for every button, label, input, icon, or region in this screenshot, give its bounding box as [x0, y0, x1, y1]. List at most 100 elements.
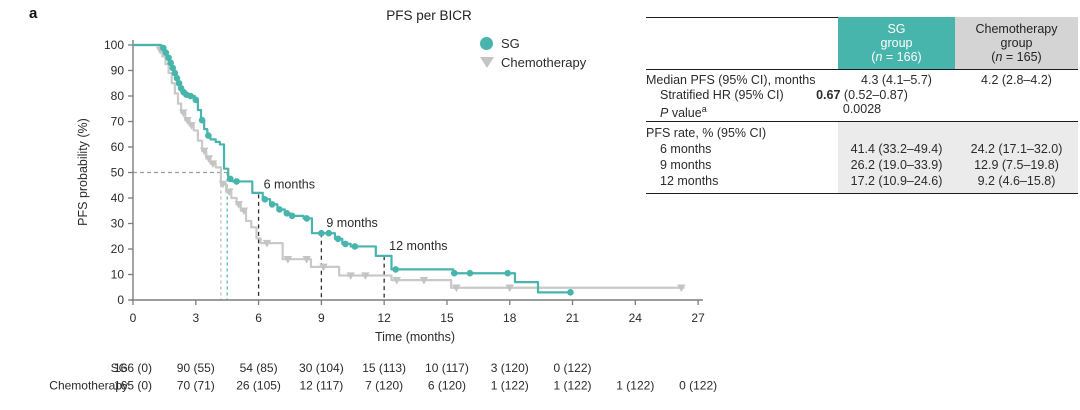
pfs-rate-12mo-chemo: 9.2 (4.6–15.8)	[977, 173, 1056, 188]
x-tick-label: 12	[377, 311, 391, 325]
sg-censor-mark	[173, 74, 181, 82]
x-tick-label: 18	[503, 311, 517, 325]
y-tick-label: 60	[111, 140, 125, 154]
sg-censor-mark	[334, 235, 342, 243]
p-value-label: P valuea	[660, 104, 707, 121]
chemotherapy-censor-mark	[505, 284, 514, 293]
sg-censor-mark	[175, 79, 183, 87]
at-risk-value: 1 (122)	[616, 379, 654, 393]
at-risk-row-label: SG	[111, 361, 128, 375]
sg-censor-mark	[165, 54, 172, 62]
sg-censor-mark	[504, 269, 511, 277]
sg-censor-mark	[169, 64, 177, 72]
sg-censor-mark	[288, 212, 296, 220]
pfs-rate-12mo-sg: 17.2 (10.9–24.6)	[850, 173, 943, 188]
chemotherapy-censor-mark	[302, 256, 311, 264]
at-risk-value: 0 (122)	[679, 379, 717, 393]
chemotherapy-censor-mark	[239, 207, 249, 216]
pfs-rate-6mo-chemo: 24.2 (17.1–32.0)	[970, 141, 1063, 156]
y-tick-label: 40	[111, 191, 125, 205]
sg-censor-mark	[261, 195, 269, 203]
sg-censor-mark	[351, 243, 359, 250]
stratified-hr-row: Stratified HR (95% CI) 0.67 (0.52–0.87)	[646, 88, 1078, 103]
chemotherapy-censor-mark	[452, 284, 461, 293]
chemotherapy-censor-mark	[419, 276, 429, 285]
at-risk-value: 15 (113)	[362, 361, 406, 375]
header-chemotherapy-group: Chemotherapy group (n = 165)	[955, 17, 1078, 69]
p-value-row: P valuea 0.0028	[646, 102, 1078, 120]
sg-censor-mark	[466, 269, 474, 277]
sg-censor-mark	[342, 240, 349, 248]
sg-censor-mark	[192, 96, 200, 104]
sg-header-n: (n = 166)	[871, 50, 922, 64]
stratified-hr-label: Stratified HR (95% CI)	[660, 87, 784, 102]
chemotherapy-censor-mark	[677, 284, 686, 293]
y-tick-label: 50	[111, 166, 125, 180]
pfs-rate-6mo-row: 6 months 41.4 (33.2–49.4) 24.2 (17.1–32.…	[646, 141, 1078, 157]
timepoint-label: 12 months	[389, 239, 447, 253]
pfs-rate-6mo-sg: 41.4 (33.2–49.4)	[850, 141, 943, 156]
at-risk-value: 12 (117)	[299, 379, 343, 393]
stratified-hr-value: 0.67 (0.52–0.87)	[816, 87, 908, 102]
pfs-rate-12mo-label: 12 months	[660, 173, 719, 188]
x-tick-label: 24	[629, 311, 643, 325]
sg-censor-mark	[450, 269, 458, 277]
y-axis-title: PFS probability (%)	[76, 118, 90, 226]
legend: SG Chemotherapy	[480, 34, 586, 72]
y-tick-label: 90	[111, 64, 125, 78]
at-risk-value: 7 (120)	[365, 379, 403, 393]
at-risk-value: 6 (120)	[428, 379, 466, 393]
x-axis-title: Time (months)	[375, 330, 455, 344]
at-risk-value: 165 (0)	[114, 379, 152, 393]
x-tick-label: 21	[566, 311, 580, 325]
y-tick-label: 80	[111, 89, 125, 103]
pfs-rate-section: PFS rate, % (95% CI) 6 months 41.4 (33.2…	[646, 120, 1078, 194]
sg-header-line2: group	[880, 36, 913, 50]
chemotherapy-censor-mark	[218, 180, 228, 189]
at-risk-value: 0 (122)	[554, 361, 592, 375]
chart-title: PFS per BICR	[386, 8, 472, 23]
header-sg-group: SG group (n = 166)	[838, 17, 955, 69]
at-risk-row-label: Chemotherapy	[49, 379, 128, 393]
p-value-value: 0.0028	[842, 102, 882, 116]
chemotherapy-censor-mark	[179, 109, 188, 117]
chemotherapy-censor-mark	[199, 147, 209, 156]
y-tick-label: 20	[111, 242, 125, 256]
timepoint-label: 9 months	[326, 216, 377, 230]
chemo-header-n: (n = 165)	[991, 50, 1042, 64]
y-tick-label: 30	[111, 217, 125, 231]
sg-curve	[133, 43, 573, 294]
header-spacer	[646, 17, 838, 69]
sg-censor-mark	[268, 201, 276, 208]
y-tick-label: 100	[104, 38, 124, 52]
sg-censor-mark	[303, 215, 311, 222]
x-tick-label: 27	[691, 311, 705, 325]
sg-censor-mark	[205, 132, 212, 139]
y-tick-label: 0	[117, 293, 124, 307]
pfs-rate-9mo-row: 9 months 26.2 (19.0–33.9) 12.9 (7.5–19.8…	[646, 157, 1078, 173]
chemotherapy-censor-mark	[361, 272, 370, 280]
sg-censor-mark	[276, 206, 283, 213]
y-tick-label: 70	[111, 115, 125, 129]
summary-table: SG group (n = 166) Chemotherapy group (n…	[646, 17, 1078, 194]
chemotherapy-censor-mark	[187, 122, 196, 130]
sg-censor-mark	[187, 92, 194, 100]
x-tick-label: 0	[130, 311, 137, 325]
at-risk-value: 70 (71)	[177, 379, 215, 393]
sg-censor-mark	[227, 175, 234, 183]
at-risk-value: 166 (0)	[114, 361, 152, 375]
at-risk-value: 1 (122)	[554, 379, 592, 393]
chemotherapy-censor-mark	[204, 155, 213, 163]
y-tick-label: 10	[111, 268, 125, 282]
sg-censor-mark	[162, 49, 170, 56]
median-pfs-label: Median PFS (95% CI), months	[646, 73, 816, 87]
chemo-header-line1: Chemotherapy	[975, 22, 1058, 36]
pfs-rate-6mo-label: 6 months	[660, 141, 712, 156]
sg-censor-mark	[325, 229, 332, 237]
chemotherapy-censor-mark	[225, 188, 234, 197]
sg-censor-mark	[392, 266, 399, 273]
x-tick-label: 6	[255, 311, 262, 325]
sg-header-line1: SG	[887, 22, 906, 36]
chemotherapy-censor-mark	[319, 263, 328, 272]
sg-censor-mark	[198, 116, 206, 124]
